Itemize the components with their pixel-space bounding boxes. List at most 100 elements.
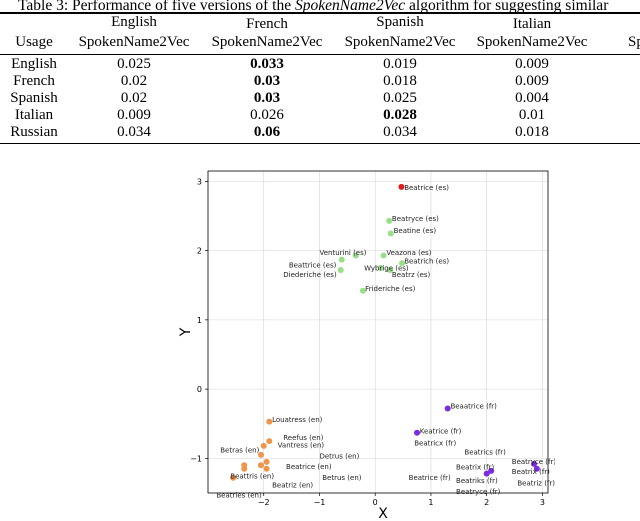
col-header-model-3: SpokenName2Vec [476,34,588,50]
point-label: Betras (en) [220,446,259,454]
point-label: Beattrice (es) [289,261,337,269]
results-table: English French Spanish Italian Usage Spo… [0,12,640,152]
point-label: Beatrice (es) [404,184,449,192]
scatter-point-en [263,458,270,465]
scatter-point-fr [531,460,538,467]
cell-1-2: 0.018 [383,73,417,89]
cell-0-3: 0.009 [515,56,549,72]
col-header-model-0: SpokenName2Vec [78,34,190,50]
scatter-point-en [266,438,273,445]
scatter-point-fr [488,467,495,474]
caption-emphasis: SpokenName2Vec [294,0,406,14]
col-header-model-4: Spok [628,34,640,50]
point-label: Beatrics (fr) [464,448,506,456]
point-label: Beatries (en) [216,491,262,499]
cell-4-1: 0.06 [253,124,281,140]
x-tick-label: 2 [484,498,489,507]
point-label: Veazona (es) [386,249,431,257]
col-header-lang-1: French [246,16,288,32]
point-label: Beatryce (fr) [512,458,555,466]
scatter-point-es [352,252,359,259]
scatter-point-en [241,465,248,472]
scatter-point-es [398,183,405,190]
scatter-point-es [380,252,387,259]
point-label: Vantress (en) [278,442,325,450]
grid-layer [208,171,548,493]
caption-suffix: algorithm for suggesting similar [405,0,609,14]
col-header-model-2: SpokenName2Vec [344,34,456,50]
y-tick-label: 1 [197,316,202,325]
scatter-point-fr [444,405,451,412]
point-label: Beatriz (fr) [517,480,555,488]
cell-2-0: 0.02 [120,90,148,106]
scatter-point-en [263,465,270,472]
cell-4-2: 0.034 [383,124,417,140]
scatter-point-fr [414,429,421,436]
point-label: Beatine (es) [394,227,437,235]
row-usage-russian: Russian [10,124,58,140]
x-tick-label: 1 [428,498,433,507]
col-header-lang-0: English [111,14,157,30]
point-label: Beatryce (es) [392,215,439,223]
cell-1-3: 0.009 [515,73,549,89]
point-label: Beattris (en) [230,473,274,481]
point-label: Beatricx (fr) [414,439,456,447]
point-label: Keatrice (fr) [420,428,462,436]
point-label: Beatriz (en) [272,482,313,490]
label-layer: Beatrice (es) Beatryce (es) Beatine (es) Ve… [216,184,555,499]
cell-0-2: 0.019 [383,56,417,72]
cell-1-1: 0.03 [253,73,281,89]
point-label: Beatriks (fr) [456,477,498,485]
y-tick-label: −1 [190,454,202,463]
y-tick-label: 3 [197,177,202,186]
point-label: Detrus (en) [319,453,359,461]
scatter-point-es [386,217,393,224]
col-header-usage: Usage [15,34,53,50]
cell-2-3: 0.004 [515,90,549,106]
cell-4-3: 0.018 [515,124,549,140]
point-label: Diederiche (es) [283,271,337,279]
point-label: Beaatrice (fr) [450,403,497,411]
point-label: Beatrix (fr) [512,468,550,476]
point-label: Frideriche (es) [365,285,415,293]
point-label: Venturini (es) [319,249,366,257]
cell-2-1: 0.03 [253,90,281,106]
table-header-rule [0,54,640,55]
col-header-lang-2: Spanish [376,14,424,30]
table-caption: Table 3: Performance of five versions of… [18,0,608,15]
x-tick-label: 0 [373,498,378,507]
scatter-point-en [230,474,237,481]
cell-4-0: 0.034 [117,124,151,140]
scatter-point-es [377,264,384,271]
point-label: Reefus (en) [283,434,323,442]
scatter-point-en [266,418,273,425]
x-tick-label: −1 [314,498,326,507]
scatter-point-es [359,287,366,294]
cell-3-1: 0.026 [250,107,284,123]
scatter-point-fr [483,470,490,477]
point-label: Beatrice (en) [286,463,332,471]
point-label: Beatryce (fr) [456,488,501,496]
col-header-model-1: SpokenName2Vec [211,34,323,50]
y-axis-label: Y [178,327,194,337]
row-usage-italian: Italian [14,107,54,123]
cell-0-0: 0.025 [117,56,151,72]
embedding-scatter-plot: −2 −1 0 1 2 3 −1 0 1 2 3 Beatrice (es) Beatryce (es… [178,170,555,521]
point-label: Betrus (en) [322,474,362,482]
cell-3-2: 0.028 [383,107,417,123]
scatter-point-en [257,451,264,458]
row-usage-french: French [13,73,55,89]
scatter-point-es [338,256,345,263]
x-axis-label: X [378,506,388,521]
scatter-point-es [387,267,394,274]
x-tick-label: 3 [540,498,545,507]
point-label: Wybrige (es) [364,264,409,272]
cell-0-1: 0.033 [250,56,284,72]
x-tick-label: −2 [258,498,270,507]
cell-3-0: 0.009 [117,107,151,123]
cell-1-0: 0.02 [120,73,148,89]
caption-prefix: Table 3: Performance of five versions of… [18,0,295,14]
table-top-rule [0,12,640,14]
point-label: Beatrix (fr) [456,464,494,472]
point-label: Beatrz (es) [392,271,431,279]
